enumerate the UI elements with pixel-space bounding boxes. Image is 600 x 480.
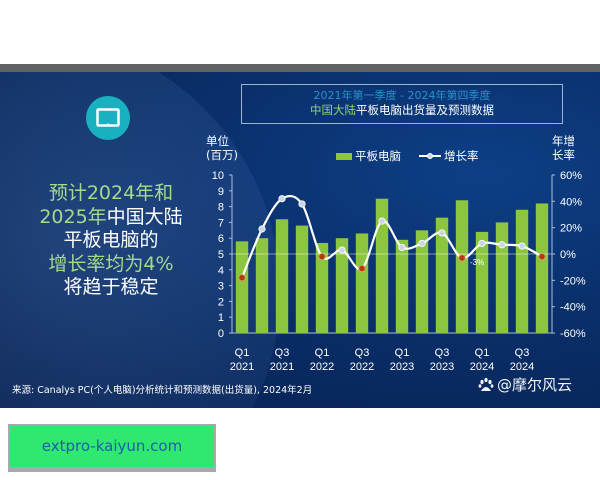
svg-text:Q3: Q3: [435, 347, 450, 359]
callout-line-5: 将趋于稳定: [63, 276, 159, 298]
svg-text:2024: 2024: [470, 361, 494, 373]
svg-text:Q3: Q3: [355, 347, 370, 359]
svg-text:7: 7: [218, 217, 224, 229]
svg-text:Q1: Q1: [235, 347, 250, 359]
chart-title-subject: 平板电脑出货量及预测数据: [356, 103, 494, 117]
svg-text:0: 0: [218, 328, 224, 340]
svg-text:5: 5: [218, 249, 224, 261]
svg-text:2022: 2022: [350, 361, 374, 373]
svg-text:Q3: Q3: [275, 347, 290, 359]
callout-line-2: 2025年中国大陆: [39, 205, 183, 228]
svg-text:3: 3: [218, 281, 224, 293]
forecast-callout: 预计2024年和 2025年中国大陆 平板电脑的 增长率均为4% 将趋于稳定: [18, 182, 204, 300]
svg-text:4: 4: [218, 265, 224, 277]
svg-text:2: 2: [218, 296, 224, 308]
svg-text:Q1: Q1: [315, 347, 330, 359]
chart-title-main: 中国大陆平板电脑出货量及预测数据: [242, 103, 562, 118]
legend-label-line: 增长率: [444, 149, 479, 163]
svg-text:40%: 40%: [560, 196, 582, 208]
watermark: @摩尔风云: [478, 374, 572, 395]
combo-chart: 0 1 2 3 4 5 6 7 8 9 10 -60% -40% -20% 0% 20% 40% 60% -3% Q1…: [212, 170, 586, 373]
chart-title-period: 2021年第一季度 - 2024年第四季度: [313, 89, 491, 102]
chart-legend: 平板电脑 增长率: [336, 148, 479, 164]
svg-text:0%: 0%: [560, 249, 576, 261]
svg-text:Q3: Q3: [515, 347, 530, 359]
callout-line-4: 增长率均为4%: [48, 252, 174, 275]
svg-text:Q1: Q1: [475, 347, 490, 359]
y-axis-label-left: 单位 (百万): [206, 134, 238, 162]
url-banner-text[interactable]: extpro-kaiyun.com: [10, 426, 214, 467]
svg-text:20%: 20%: [560, 223, 582, 235]
y-axis-label-right: 年增 长率: [552, 134, 575, 162]
svg-text:2024: 2024: [510, 361, 534, 373]
source-note: 来源: Canalys PC(个人电脑)分析统计和预测数据(出货量), 2024…: [12, 385, 313, 396]
baidu-paw-icon: [478, 377, 494, 391]
svg-text:9: 9: [218, 186, 224, 198]
svg-text:2023: 2023: [430, 361, 454, 373]
callout-line-3: 平板电脑的: [63, 229, 159, 251]
svg-text:2023: 2023: [390, 361, 414, 373]
url-banner[interactable]: extpro-kaiyun.com: [8, 424, 216, 472]
svg-text:-3%: -3%: [470, 258, 484, 267]
chart-slide: 2021年第一季度 - 2024年第四季度 中国大陆平板电脑出货量及预测数据 预…: [0, 72, 600, 408]
svg-text:8: 8: [218, 202, 224, 214]
legend-label-bar: 平板电脑: [355, 149, 401, 163]
svg-text:10: 10: [212, 170, 224, 182]
legend-line-icon: [419, 153, 441, 159]
callout-line-1: 预计2024年和: [48, 182, 174, 204]
svg-text:2021: 2021: [270, 361, 294, 373]
svg-text:2021: 2021: [230, 361, 254, 373]
svg-text:-20%: -20%: [560, 275, 586, 287]
legend-bar-swatch: [336, 152, 352, 160]
svg-text:-40%: -40%: [560, 302, 586, 314]
svg-text:Q1: Q1: [395, 347, 410, 359]
top-divider-bar: [0, 64, 600, 72]
tablet-icon: [86, 96, 130, 140]
svg-text:-60%: -60%: [560, 328, 586, 340]
svg-text:2022: 2022: [310, 361, 334, 373]
svg-text:1: 1: [218, 312, 224, 324]
svg-text:60%: 60%: [560, 170, 582, 182]
chart-title-region: 中国大陆: [310, 103, 356, 117]
svg-text:6: 6: [218, 233, 224, 245]
chart-title-box: 2021年第一季度 - 2024年第四季度 中国大陆平板电脑出货量及预测数据: [241, 84, 563, 124]
